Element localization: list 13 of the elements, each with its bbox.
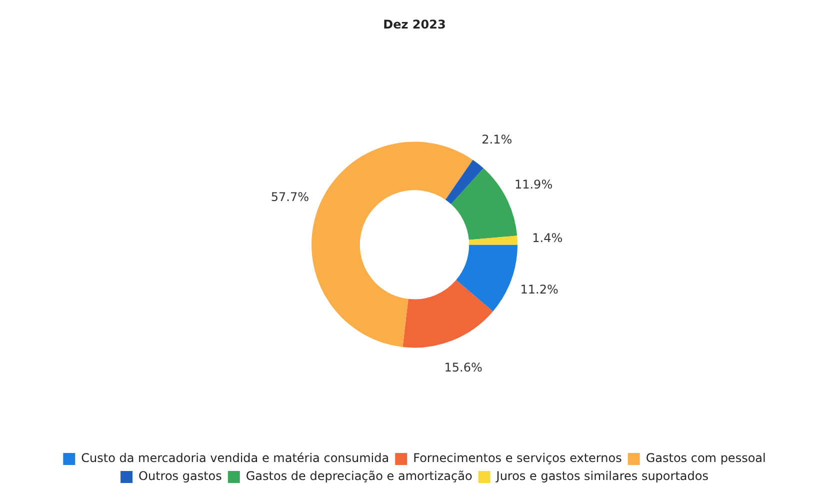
data-label: 11.9% xyxy=(514,178,553,192)
legend-label: Outros gastos xyxy=(138,469,222,484)
legend-label: Fornecimentos e serviços externos xyxy=(413,451,622,466)
legend-label: Gastos de depreciação e amortização xyxy=(246,469,472,484)
legend-label: Custo da mercadoria vendida e matéria consumida xyxy=(81,451,390,466)
data-label: 15.6% xyxy=(444,360,482,375)
data-label: 11.2% xyxy=(520,282,558,297)
legend-label: Juros e gastos similares suportados xyxy=(495,469,708,484)
data-label: 57.7% xyxy=(270,190,310,204)
data-label: 1.4% xyxy=(532,230,563,245)
data-label: 2.1% xyxy=(482,132,512,146)
legend-label: Gastos com pessoal xyxy=(646,451,766,466)
chart-title: Dez 2023 xyxy=(383,17,446,32)
